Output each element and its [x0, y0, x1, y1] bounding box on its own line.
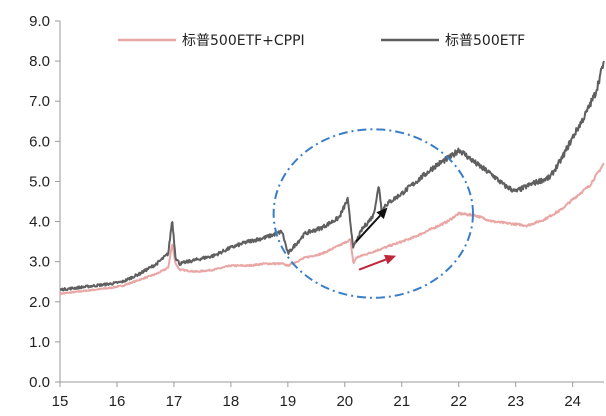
- y-tick-label: 0.0: [29, 374, 50, 391]
- x-tick-label: 19: [280, 393, 297, 410]
- arrow-red: [358, 258, 387, 271]
- y-tick-label: 8.0: [29, 53, 50, 70]
- y-axis: 0.0 1.0 2.0 3.0 4.0 5.0 6.0 7.0 8.0 9.0: [29, 13, 61, 391]
- x-axis: 15 16 17 18 19 20 21 22 23 24: [52, 381, 604, 410]
- arrow-red-head: [384, 254, 397, 265]
- arrow-black-head: [376, 207, 388, 219]
- y-tick-label: 6.0: [29, 133, 50, 150]
- y-tick-label: 2.0: [29, 294, 50, 311]
- legend-label-cppi: 标普500ETF+CPPI: [182, 33, 305, 49]
- x-tick-label: 15: [52, 393, 69, 410]
- arrow-black: [355, 214, 381, 243]
- series-line-cppi: [59, 162, 605, 296]
- x-tick-label: 18: [223, 393, 240, 410]
- x-tick-label: 21: [393, 393, 410, 410]
- y-tick-label: 4.0: [29, 214, 50, 231]
- x-tick-label: 17: [166, 393, 183, 410]
- x-tick-label: 24: [564, 393, 581, 410]
- legend-label-etf: 标普500ETF: [445, 33, 525, 49]
- y-tick-label: 5.0: [29, 173, 50, 190]
- x-tick-label: 20: [336, 393, 353, 410]
- y-tick-label: 9.0: [29, 13, 50, 30]
- highlight-ellipse: [272, 128, 474, 299]
- y-tick-label: 1.0: [29, 334, 50, 351]
- x-tick-label: 16: [109, 393, 126, 410]
- series-line-etf: [59, 60, 605, 292]
- x-tick-label: 22: [450, 393, 467, 410]
- y-tick-label: 3.0: [29, 254, 50, 271]
- annotation-layer: [272, 128, 474, 299]
- legend: 标普500ETF+CPPI 标普500ETF: [118, 33, 525, 49]
- x-tick-label: 23: [507, 393, 524, 410]
- y-tick-label: 7.0: [29, 93, 50, 110]
- series-layer: [59, 60, 605, 296]
